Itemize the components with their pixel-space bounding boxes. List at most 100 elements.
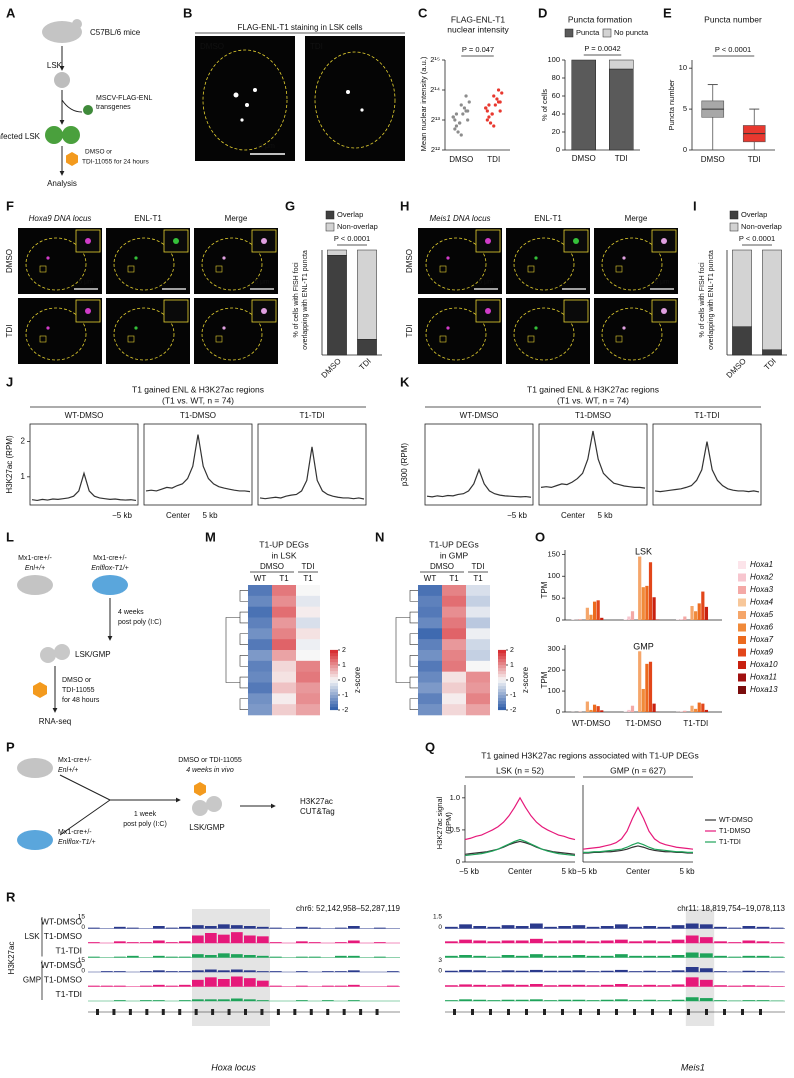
bar [704,709,709,712]
heatmap-cell [442,682,466,694]
heatmap-cell [296,628,320,640]
heatmap-cell [466,682,490,694]
bar [645,585,649,620]
track-bar [153,970,165,972]
track-bar [309,927,321,929]
track-bar [473,940,487,943]
punctum [245,103,249,107]
bar [701,703,705,712]
label: Mx1-cre+/- [93,555,127,562]
track-bar [572,984,586,987]
label: 1 week [134,811,157,818]
track-bar [459,955,472,958]
exon [543,1009,546,1015]
point [492,94,496,98]
track-bar [572,955,586,958]
heatmap-cell [296,704,320,716]
track-bar [153,955,165,958]
panel-label: G [285,198,295,213]
roi [615,335,623,343]
point [485,118,489,122]
legend-label: T1-TDI [719,839,741,846]
label: transgenes [96,104,131,111]
legend-swatch [564,28,574,38]
track-scale: 0 [81,924,85,931]
label: T1-UP DEGs [429,539,478,549]
track-bar [756,971,770,972]
y-tick-label: 2¹² [431,145,441,154]
track-bar [487,926,501,929]
track-bar [257,955,269,958]
roi [127,335,135,343]
track-bar [685,923,699,929]
colorbar-step [330,649,338,654]
track-bar [257,926,269,929]
colorbar-step [330,652,338,657]
track-bar [348,1000,360,1001]
track-bar [572,999,586,1001]
exon [326,1009,330,1015]
heatmap-cell [248,660,272,672]
track-bar [544,970,557,972]
y-axis-label: Mean nuclear intensity (a.u.) [419,56,428,151]
nucleus-outline [513,237,575,291]
colorbar-step [330,700,338,705]
images-b [195,36,405,161]
spot [46,256,50,260]
scale-label: 5 μm [255,279,270,286]
point [498,100,502,104]
y-tick-label: 50 [552,593,560,602]
bar [694,611,698,620]
legend-label: WT-DMSO [719,817,753,824]
legend-label: Non-overlap [337,222,378,231]
track-bar [166,985,178,987]
heatmap-cell [272,682,296,694]
track-bar [335,985,347,987]
p-value: P < 0.0001 [715,45,751,54]
y-tick-label: 2¹⁴ [430,85,440,94]
point [456,130,460,134]
track-bar [270,927,282,929]
column-label: T1 [449,574,459,583]
x-tick-label: T1-TDI [683,719,708,728]
track-bar [445,970,458,972]
track-bar [101,985,113,987]
colorbar-step [498,652,506,657]
track-bar [728,956,742,958]
colorbar-step [330,658,338,663]
x-tick-label: Center [508,867,532,876]
heatmap-cell [466,660,490,672]
y-tick-label: 60 [552,91,560,100]
track-bar [643,926,657,929]
exon [597,1009,600,1015]
heatmap-cell [442,650,466,662]
track-bar [114,971,126,972]
nucleus-outline [601,307,663,361]
gene-label: Hoxa locus [211,1062,256,1072]
track-bar [114,985,126,987]
track-bar [459,969,472,972]
point [459,133,463,137]
track-bar [179,971,191,972]
track-bar [742,1000,756,1001]
y-axis-label: % of cells [540,89,549,121]
profile-line [582,806,694,850]
heatmap-cell [272,693,296,705]
row-label: TDI [5,325,14,338]
colorbar-step [330,679,338,684]
x-tick-label: TDI [487,155,500,164]
label: CUT&Tag [300,807,335,816]
legend-swatch [602,28,612,38]
legend-label: Puncta [576,28,600,37]
track-bar [296,956,308,958]
legend-swatch [738,648,746,657]
heatmap-cell [296,650,320,662]
track-label: WT-DMSO [41,960,82,970]
heatmap-cell [466,704,490,716]
track-bar [153,984,165,987]
colorbar-step [330,685,338,690]
infected-cell [62,126,80,144]
x-tick-label: TDI [762,357,777,372]
track-bar [728,942,742,943]
track-bar [657,971,671,972]
